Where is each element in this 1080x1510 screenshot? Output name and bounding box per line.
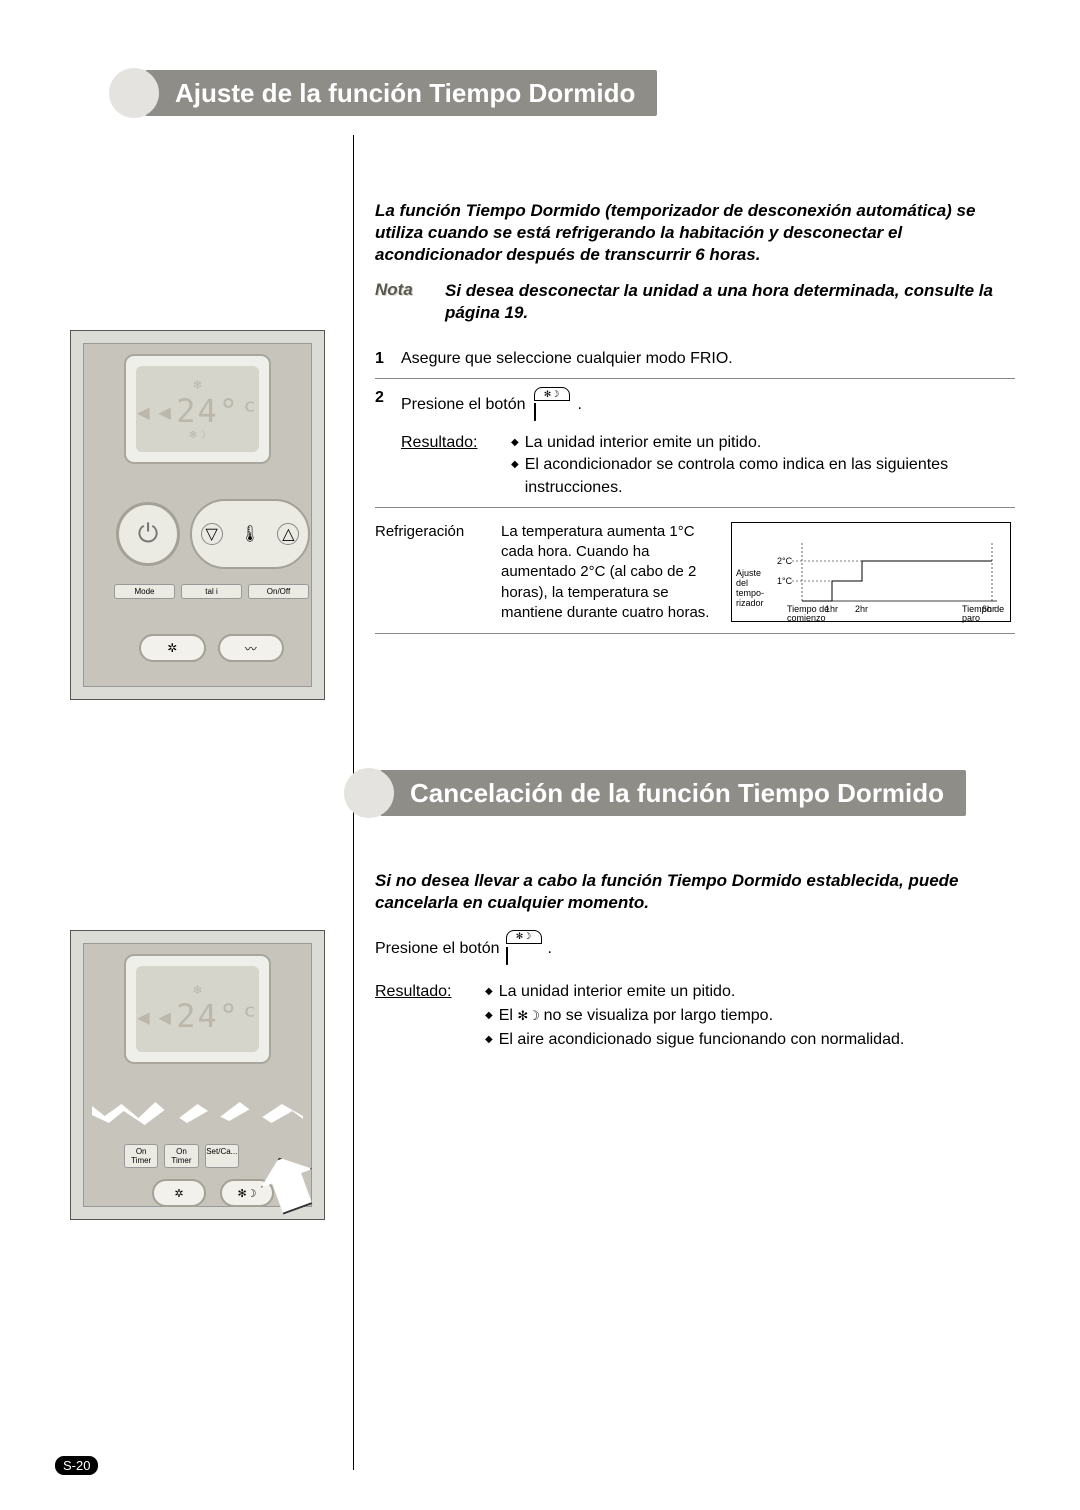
section2-body: Presione el botón ✻☽ . Resultado: La uni… [375,930,1015,1052]
section2-title: Cancelación de la función Tiempo Dormido [410,778,944,809]
step-2-r1: La unidad interior emite un pitido. [525,432,762,454]
lcd-temp: 24° [176,392,240,430]
refrig-text: La temperatura aumenta 1°C cada hora. Cu… [501,522,721,623]
press-arrow-icon [253,1148,323,1218]
section2-title-bar: Cancelación de la función Tiempo Dormido [380,770,966,816]
s2-resultado-label: Resultado: [375,980,485,1052]
resultado-label: Resultado: [401,432,511,499]
section1-title-bar: Ajuste de la función Tiempo Dormido [145,70,657,116]
sleep-button-icon: ✻☽ [506,930,542,968]
refrig-label: Refrigeración [375,522,501,623]
s2-r3: El aire acondicionado sigue funcionando … [499,1028,905,1052]
step-2-text-b: . [578,394,582,416]
nota-text: Si desea desconectar la unidad a una hor… [445,280,1015,324]
timer-label: On Timer [124,1144,158,1168]
set-label: Set/Ca... [205,1144,239,1168]
nota-label: Nota [375,280,445,324]
s2-r1: La unidad interior emite un pitido. [499,980,736,1004]
remote-illustration-1: ❄ ◂◂24°ᶜ ✻☽ ⏻ ▽ 🌡 △ Mode tal i On/Off ✲ … [70,330,325,700]
step-2-num: 2 [375,387,401,499]
sleep-glyph-icon: ✻☽ [517,1008,543,1023]
step-2: 2 Presione el botón ✻☽ . Resultado: La u… [375,379,1015,508]
section1-title: Ajuste de la función Tiempo Dormido [175,78,635,109]
step-2-body: Presione el botón ✻☽ . Resultado: La uni… [401,387,1015,499]
remote2-oval-row: ✲ ✻☽ [152,1179,274,1207]
steps-block: 1 Asegure que seleccione cualquier modo … [375,340,1015,634]
lcd2-temp: 24° [176,997,240,1035]
temperature-chart: Ajuste del tempo- rizador 2°C 1°C 1hr 2h… [731,522,1011,622]
remote-label-row: Mode tal i On/Off [114,584,309,599]
chart-bl2: comienzo [787,614,829,623]
remote-oval-row: ✲ 〰 [139,634,284,662]
remote-lcd: ❄ ◂◂24°ᶜ ✻☽ [124,354,271,464]
section2-intro: Si no desea llevar a cabo la función Tie… [375,870,1015,914]
chart-br2: paro [962,614,1004,623]
onoff-label: On/Off [248,584,309,599]
s2-r2b: no se visualiza por largo tiempo. [544,1007,773,1024]
step-1-text: Asegure que seleccione cualquier modo FR… [401,348,1015,370]
nota-row: Nota Si desea desconectar la unidad a un… [375,280,1015,324]
swing-oval-icon: 〰 [218,634,285,662]
center-label: tal i [181,584,242,599]
s2-r2a: El [499,1007,513,1024]
step-1: 1 Asegure que seleccione cualquier modo … [375,340,1015,379]
step-2-r2: El acondicionador se controla como indic… [525,454,1015,499]
s2-press-b: . [548,937,552,961]
refrigeracion-row: Refrigeración La temperatura aumenta 1°C… [375,508,1015,634]
fan-oval-icon: ✲ [139,634,206,662]
remote2-lcd: ❄ ◂◂24°ᶜ [124,954,271,1064]
chart-left-l4: rizador [736,599,764,609]
chart-y-2c: 2°C [777,555,792,567]
temp-adjust-cluster: ▽ 🌡 △ [190,499,310,569]
fan2-oval-icon: ✲ [152,1179,206,1207]
remote2-label-row: On Timer On Timer Set/Ca... [124,1144,239,1168]
step-1-num: 1 [375,348,401,370]
chart-y-1c: 1°C [777,575,792,587]
step-2-text-a: Presione el botón [401,394,526,416]
sleep-button-icon: ✻☽ [534,387,570,423]
power-button-icon: ⏻ [116,502,180,566]
s2-results: La unidad interior emite un pitido. El ✻… [485,980,1015,1052]
timer-label2: On Timer [164,1144,198,1168]
step-2-results: La unidad interior emite un pitido. El a… [511,432,1015,499]
section1-intro: La función Tiempo Dormido (temporizador … [375,200,1015,266]
page-number: S-20 [55,1456,98,1475]
chart-x-2hr: 2hr [855,603,868,615]
mode-label: Mode [114,584,175,599]
remote-illustration-2: ❄ ◂◂24°ᶜ On Timer On Timer Set/Ca... ✲ ✻… [70,930,325,1220]
s2-press-a: Presione el botón [375,937,500,961]
